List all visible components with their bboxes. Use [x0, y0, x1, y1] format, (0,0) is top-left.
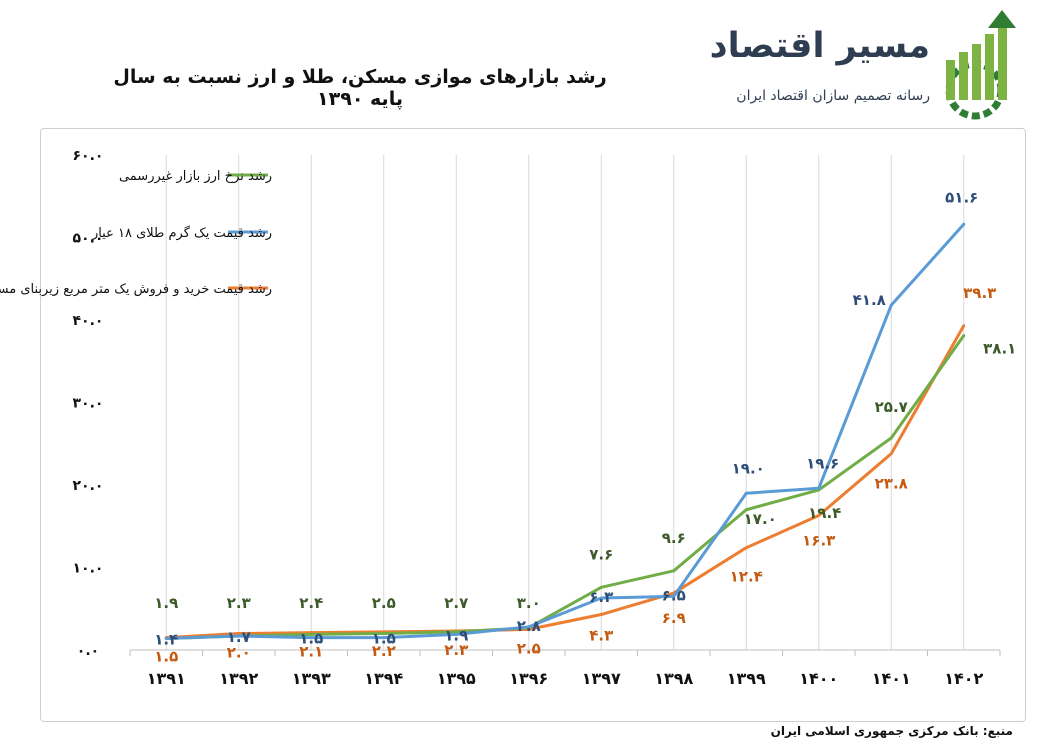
data-point-green: [599, 585, 603, 589]
data-label-blue: ۱.۵: [299, 630, 323, 648]
data-label-orange: ۲.۰: [227, 644, 251, 662]
data-point-green: [744, 508, 748, 512]
data-label-orange: ۲.۳: [444, 641, 468, 659]
x-tick-label: ۱۳۹۳: [292, 669, 331, 688]
data-label-green: ۲.۵: [372, 594, 396, 612]
data-point-blue: [382, 636, 386, 640]
data-label-green: ۱۹.۴: [808, 504, 841, 522]
data-label-blue: ۶.۳: [589, 588, 613, 606]
legend-label-orange: رشد قیمت خرید و فروش یک متر مربع زیربنای…: [0, 282, 272, 297]
data-point-blue: [889, 303, 893, 307]
data-label-orange: ۱.۵: [154, 648, 178, 666]
x-tick-label: ۱۳۹۴: [364, 669, 403, 688]
data-point-green: [672, 569, 676, 573]
data-label-blue: ۱.۴: [154, 630, 178, 648]
data-point-orange: [237, 632, 241, 635]
data-label-blue: ۱۹.۶: [806, 454, 839, 472]
data-point-blue: [599, 596, 603, 600]
y-tick-label: ۰.۰: [77, 643, 99, 659]
x-tick-label: ۱۳۹۷: [582, 669, 621, 688]
data-point-orange: [889, 452, 893, 456]
data-point-green: [309, 632, 313, 636]
series-line-green: [166, 334, 965, 640]
data-label-blue: ۱.۵: [372, 630, 396, 648]
data-point-blue: [962, 222, 966, 226]
data-label-blue: ۱.۹: [444, 626, 468, 644]
data-point-orange: [744, 546, 748, 550]
x-tick-label: ۱۴۰۱: [872, 669, 911, 688]
y-tick-label: ۵۰.۰: [73, 231, 104, 247]
page-title: رشد بازارهای موازی مسکن، طلا و ارز نسبت …: [113, 66, 607, 110]
data-point-orange: [599, 613, 603, 617]
x-tick-label: ۱۴۰۲: [944, 669, 983, 688]
y-tick-label: ۲۰.۰: [73, 478, 104, 494]
data-point-green: [889, 436, 893, 440]
y-tick-label: ۳۰.۰: [73, 396, 104, 412]
data-label-orange: ۱۲.۴: [730, 568, 763, 586]
data-label-green: ۱.۹: [154, 594, 178, 612]
logo-name: مسیر اقتصاد: [709, 26, 930, 66]
data-point-blue: [527, 625, 531, 629]
data-point-green: [962, 334, 966, 338]
data-label-orange: ۳۹.۳: [963, 284, 996, 302]
legend-label-blue: رشد قیمت یک گرم طلای ۱۸ عیار: [91, 225, 272, 241]
logo-gear-icon: [945, 10, 1016, 120]
data-label-green: ۳.۰: [517, 594, 541, 612]
x-tick-label: ۱۳۹۵: [437, 669, 476, 688]
data-label-blue: ۴۱.۸: [853, 291, 886, 309]
x-tick-label: ۱۳۹۱: [147, 669, 186, 688]
data-point-green: [454, 630, 458, 634]
data-label-orange: ۴.۳: [589, 627, 613, 645]
y-tick-label: ۱۰.۰: [73, 561, 104, 577]
data-label-orange: ۱۶.۳: [802, 532, 835, 550]
data-label-orange: ۲.۲: [372, 642, 396, 660]
data-label-orange: ۲.۱: [299, 643, 323, 661]
data-label-green: ۲.۳: [227, 594, 251, 612]
chart-frame: [40, 128, 1026, 722]
data-label-blue: ۵۱.۶: [945, 188, 978, 206]
data-point-blue: [309, 636, 313, 640]
data-point-blue: [744, 491, 748, 495]
data-label-green: ۷.۶: [589, 545, 613, 563]
x-tick-label: ۱۳۹۶: [509, 669, 548, 688]
data-label-blue: ۱۹.۰: [732, 459, 765, 477]
logo: مسیر اقتصاد رسانه تصمیم سازان اقتصاد ایر…: [710, 10, 1030, 120]
x-tick-label: ۱۳۹۸: [654, 669, 693, 688]
data-point-blue: [454, 632, 458, 636]
x-tick-label: ۱۴۰۰: [799, 669, 838, 688]
data-label-orange: ۶.۹: [662, 609, 686, 627]
data-label-blue: ۲.۸: [517, 617, 541, 635]
source-note: منبع: بانک مرکزی جمهوری اسلامی ایران: [770, 724, 1013, 738]
data-point-orange: [817, 514, 821, 518]
y-tick-label: ۴۰.۰: [73, 313, 104, 329]
data-point-blue: [817, 486, 821, 490]
data-label-green: ۲۵.۷: [875, 398, 908, 416]
data-label-green: ۳۸.۱: [983, 340, 1016, 358]
data-label-green: ۱۷.۰: [744, 510, 777, 528]
data-label-blue: ۱.۷: [227, 628, 251, 646]
data-point-blue: [237, 634, 241, 638]
y-tick-label: ۶۰.۰: [73, 148, 104, 164]
data-label-green: ۲.۴: [299, 594, 323, 612]
x-tick-label: ۱۳۹۹: [727, 669, 766, 688]
legend-label-green: رشد نرخ ارز بازار غیررسمی: [119, 169, 272, 184]
x-tick-label: ۱۳۹۲: [219, 669, 258, 688]
data-point-blue: [164, 636, 168, 640]
data-label-blue: ۶.۵: [662, 586, 686, 604]
data-label-orange: ۲۳.۸: [875, 475, 908, 493]
data-label-green: ۲.۷: [444, 594, 468, 612]
data-label-orange: ۲.۵: [517, 639, 541, 657]
series-line-orange: [166, 325, 966, 640]
data-point-blue: [672, 594, 676, 598]
logo-tagline: رسانه تصمیم سازان اقتصاد ایران: [736, 88, 930, 104]
series-line-blue: [166, 223, 965, 640]
data-label-green: ۹.۶: [662, 529, 686, 547]
data-point-orange: [962, 324, 966, 328]
data-point-green: [382, 632, 386, 635]
